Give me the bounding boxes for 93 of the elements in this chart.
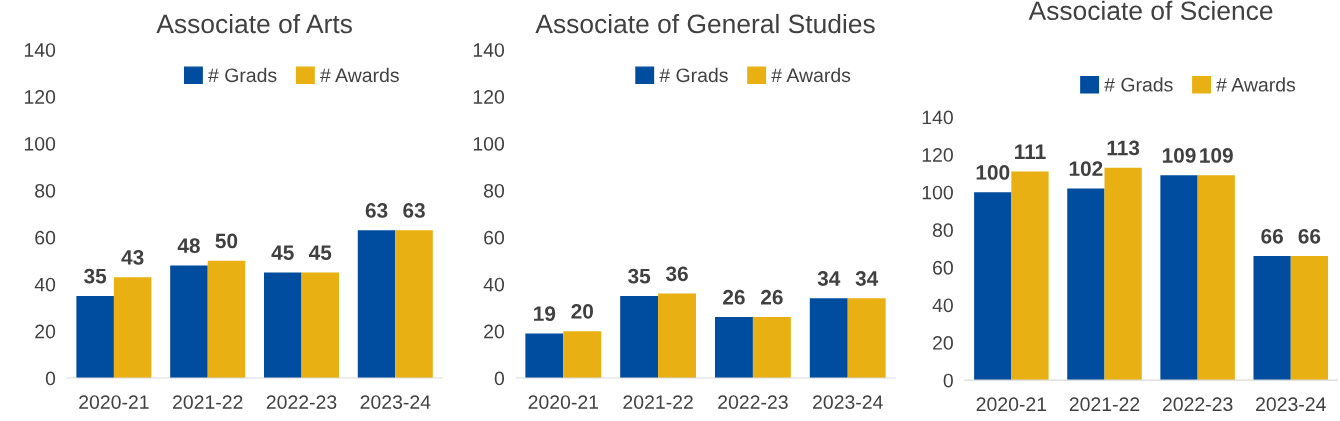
x-tick-label: 2023-24: [360, 395, 431, 410]
bar: [1197, 175, 1235, 381]
bar: [1011, 171, 1049, 381]
data-label: 19: [534, 306, 556, 322]
legend-label: # Grads: [659, 67, 728, 83]
y-tick-label: 140: [922, 110, 953, 125]
data-label: 66: [1261, 228, 1283, 244]
bar: [113, 277, 152, 379]
data-label: 109: [1200, 148, 1233, 163]
data-label: 34: [817, 271, 841, 286]
y-tick-label: 20: [35, 324, 56, 339]
chart-title: Associate of Science: [1028, 0, 1273, 21]
chart-title: Associate of General Studies: [535, 13, 875, 34]
bar: [714, 317, 753, 379]
data-label: 43: [121, 249, 144, 265]
y-tick-label: 20: [484, 324, 505, 339]
data-label: 100: [976, 165, 1010, 180]
data-label: 45: [308, 245, 332, 261]
data-label: 102: [1069, 161, 1103, 177]
y-tick-label: 140: [473, 43, 505, 57]
legend-label: # Awards: [771, 67, 851, 83]
bar: [658, 293, 697, 379]
x-tick-label: 2021-22: [623, 395, 693, 410]
bar: [76, 295, 114, 379]
chart-title: Associate of Arts: [156, 13, 352, 34]
y-tick-label: 120: [922, 148, 953, 162]
bar: [974, 192, 1012, 381]
bar: [263, 272, 302, 379]
data-label: 48: [177, 238, 200, 254]
y-tick-label: 80: [484, 183, 505, 198]
bar: [207, 260, 246, 379]
legend-label: # Awards: [320, 67, 399, 83]
bar: [847, 298, 886, 379]
data-label: 35: [84, 268, 107, 284]
bar: [525, 333, 564, 379]
data-label: 50: [215, 233, 238, 249]
bar: [1104, 167, 1142, 381]
y-tick-label: 140: [24, 43, 56, 57]
y-tick-label: 60: [933, 260, 953, 275]
y-tick-label: 20: [933, 336, 953, 350]
data-label: 36: [665, 266, 688, 282]
bar: [301, 272, 340, 379]
data-label: 26: [761, 289, 783, 305]
y-tick-label: 40: [34, 277, 56, 292]
bar: [563, 331, 602, 379]
data-label: 66: [1298, 228, 1321, 244]
x-tick-label: 2023-24: [1256, 397, 1326, 412]
bar: [1290, 256, 1329, 381]
x-tick-label: 2020-21: [528, 395, 599, 410]
bar: [752, 317, 791, 379]
x-tick-label: 2022-23: [1162, 397, 1233, 412]
y-tick-label: 120: [473, 90, 505, 104]
bar: [170, 265, 208, 379]
legend-label: # Grads: [1104, 77, 1173, 92]
data-label: 45: [271, 245, 294, 261]
y-tick-label: 120: [24, 90, 56, 104]
y-tick-label: 0: [943, 373, 953, 388]
y-tick-label: 60: [484, 230, 505, 245]
bar: [1067, 188, 1105, 381]
data-label: 113: [1107, 140, 1140, 156]
data-label: 20: [571, 303, 593, 319]
x-tick-label: 2020-21: [976, 397, 1047, 412]
y-tick-label: 0: [45, 371, 56, 386]
data-label: 34: [855, 271, 879, 286]
y-tick-label: 100: [24, 136, 56, 151]
y-tick-label: 100: [473, 136, 505, 151]
x-tick-label: 2022-23: [718, 395, 788, 410]
data-label: 63: [365, 203, 388, 218]
bar: [395, 230, 433, 379]
legend-label: # Awards: [1216, 77, 1296, 92]
bar: [357, 230, 396, 379]
x-tick-label: 2022-23: [266, 395, 337, 410]
y-tick-label: 0: [494, 371, 505, 386]
x-tick-label: 2021-22: [1069, 397, 1140, 412]
bar: [809, 298, 848, 379]
x-tick-label: 2021-22: [173, 395, 243, 410]
bar: [1160, 175, 1198, 381]
data-label: 63: [403, 203, 425, 218]
y-tick-label: 40: [932, 298, 953, 313]
y-tick-label: 80: [932, 223, 953, 238]
x-tick-label: 2020-21: [79, 395, 149, 410]
data-label: 111: [1015, 144, 1046, 159]
data-label: 35: [628, 268, 651, 284]
x-tick-label: 2023-24: [813, 395, 883, 410]
bar: [620, 295, 659, 379]
data-label: 109: [1162, 148, 1196, 163]
y-tick-label: 80: [35, 183, 56, 198]
y-tick-label: 60: [35, 230, 56, 245]
y-tick-label: 100: [922, 185, 953, 200]
y-tick-label: 40: [483, 277, 505, 292]
data-label: 26: [723, 289, 745, 305]
bar: [1253, 256, 1291, 381]
legend-label: # Grads: [208, 67, 277, 83]
